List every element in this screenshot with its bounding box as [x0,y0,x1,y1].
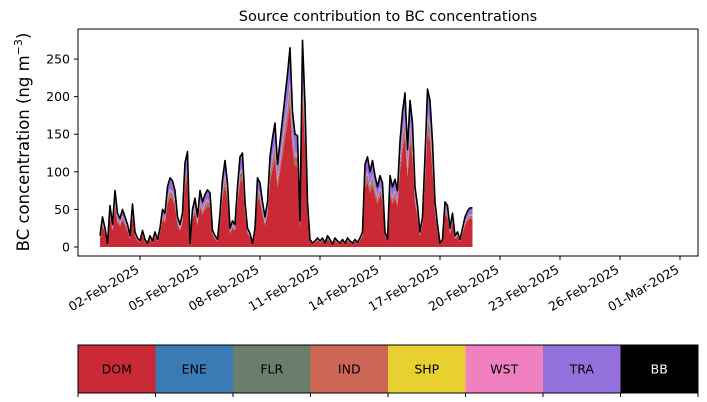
legend-swatch-ene [155,345,233,393]
chart-title: Source contribution to BC concentrations [239,9,537,25]
y-tick-label: 200 [46,89,70,104]
total-line-layer [99,39,473,245]
y-tick-label: 250 [46,52,70,67]
legend-label-dom: DOM [102,362,132,377]
y-axis: 0 50 100 150 200 250 [46,52,78,254]
legend-bar: DOM ENE FLR IND SHP WST TRA BB [77,344,699,397]
legend-swatch-wst [465,345,543,393]
legend-label-wst: WST [490,362,518,377]
legend-swatch-dom [78,345,156,393]
legend-label-flr: FLR [260,362,283,377]
legend-label-bb: BB [651,362,668,377]
legend-swatch-shp [388,345,466,393]
legend-swatch-flr [233,345,311,393]
stacked-areas [100,40,473,247]
legend-label-tra: TRA [569,362,595,377]
legend-swatch-tra [543,345,621,393]
y-tick-label: 100 [46,164,70,179]
y-tick-label: 50 [54,202,70,217]
plot-frame [77,28,699,257]
legend-swatch-bb [620,345,698,393]
y-tick-label: 0 [62,239,70,254]
legend-label-ene: ENE [182,362,207,377]
legend-label-ind: IND [338,362,361,377]
legend-swatch-ind [310,345,388,393]
area-dom [100,98,473,247]
total-line [99,39,473,245]
x-axis: 02-Feb-202505-Feb-202508-Feb-202511-Feb-… [66,256,682,314]
legend-label-shp: SHP [414,362,439,377]
y-tick-label: 150 [46,127,70,142]
y-axis-label: BC concentration (ng m−3) [12,33,33,252]
